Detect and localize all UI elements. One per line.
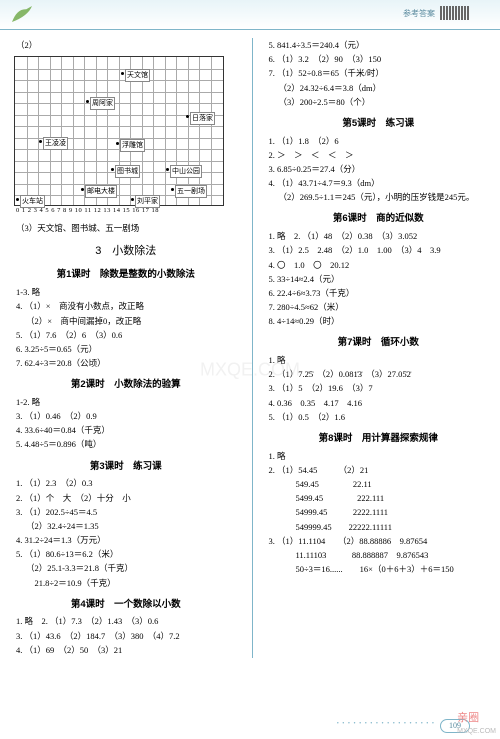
location-chart: 天文馆周阿家日落家王凌凌浮雕馆图书城中山公园五一剧场邮电大楼刘平家火车站 — [14, 56, 224, 206]
lesson7-title: 第7课时 循环小数 — [267, 336, 491, 351]
header-subtitle: 参考答案 — [403, 8, 435, 19]
barcode-icon — [440, 6, 490, 20]
lesson3-content: 1. （1）2.3 （2）0.32. （1）个 大 （2）十分 小3. （1）2… — [14, 477, 238, 589]
lesson8-title: 第8课时 用计算器探索规律 — [267, 432, 491, 447]
section-3-title: 3 小数除法 — [14, 243, 238, 260]
lesson5-content: 1. （1）1.8 （2）62. ＞ ＞ ＜ ＜ ＞3. 6.85÷0.25＝2… — [267, 135, 491, 205]
lesson3-title: 第3课时 练习课 — [14, 460, 238, 475]
lesson7-content: 1. 略2. （1）7.2̇5̇ （2）0.081̇3̇ （3）27.05̇2̇… — [267, 354, 491, 424]
leaf-icon — [10, 4, 34, 24]
lesson4-content: 1. 略 2. （1）7.3 （2）1.43 （3）0.63. （1）43.6 … — [14, 615, 238, 657]
lesson1-content: 1-3. 略4. （1）× 商没有小数点，改正略（2）× 商中间漏掉0，改正略5… — [14, 286, 238, 370]
lesson5-title: 第5课时 练习课 — [267, 117, 491, 132]
page-dots: • • • • • • • • • • • • • • • • • • — [337, 721, 435, 727]
page-header: 参考答案 — [0, 0, 500, 30]
lesson4-title: 第4课时 一个数除以小数 — [14, 598, 238, 613]
watermark-corner: 亲圈 MXQE.COM — [457, 709, 496, 735]
lesson2-content: 1-2. 略3. （1）0.46 （2）0.94. 33.6÷40＝0.84（千… — [14, 396, 238, 452]
column-divider — [252, 38, 253, 658]
page-content: （2） 天文馆周阿家日落家王凌凌浮雕馆图书城中山公园五一剧场邮电大楼刘平家火车站… — [0, 30, 500, 658]
right-column: 5. 841.4÷3.5＝240.4（元）6. （1）3.2 （2）90 （3）… — [267, 38, 491, 658]
lesson1-title: 第1课时 除数是整数的小数除法 — [14, 268, 238, 283]
lesson2-title: 第2课时 小数除法的验算 — [14, 378, 238, 393]
q2-label: （2） — [14, 39, 238, 52]
chart-container: 天文馆周阿家日落家王凌凌浮雕馆图书城中山公园五一剧场邮电大楼刘平家火车站 0 1… — [14, 56, 238, 216]
left-column: （2） 天文馆周阿家日落家王凌凌浮雕馆图书城中山公园五一剧场邮电大楼刘平家火车站… — [14, 38, 238, 658]
lesson8-content: 1. 略2. （1）54.45 （2）21 549.45 22.11 5499.… — [267, 450, 491, 577]
lesson6-title: 第6课时 商的近似数 — [267, 212, 491, 227]
right-top-content: 5. 841.4÷3.5＝240.4（元）6. （1）3.2 （2）90 （3）… — [267, 39, 491, 109]
chart-x-axis: 0 1 2 3 4 5 6 7 8 9 10 11 12 13 14 15 16… — [14, 206, 238, 216]
lesson6-content: 1. 略 2. （1）48 （2）0.38 （3）3.0523. （1）2.5 … — [267, 230, 491, 328]
q3-answer: （3）天文馆、图书城、五一剧场 — [14, 222, 238, 235]
